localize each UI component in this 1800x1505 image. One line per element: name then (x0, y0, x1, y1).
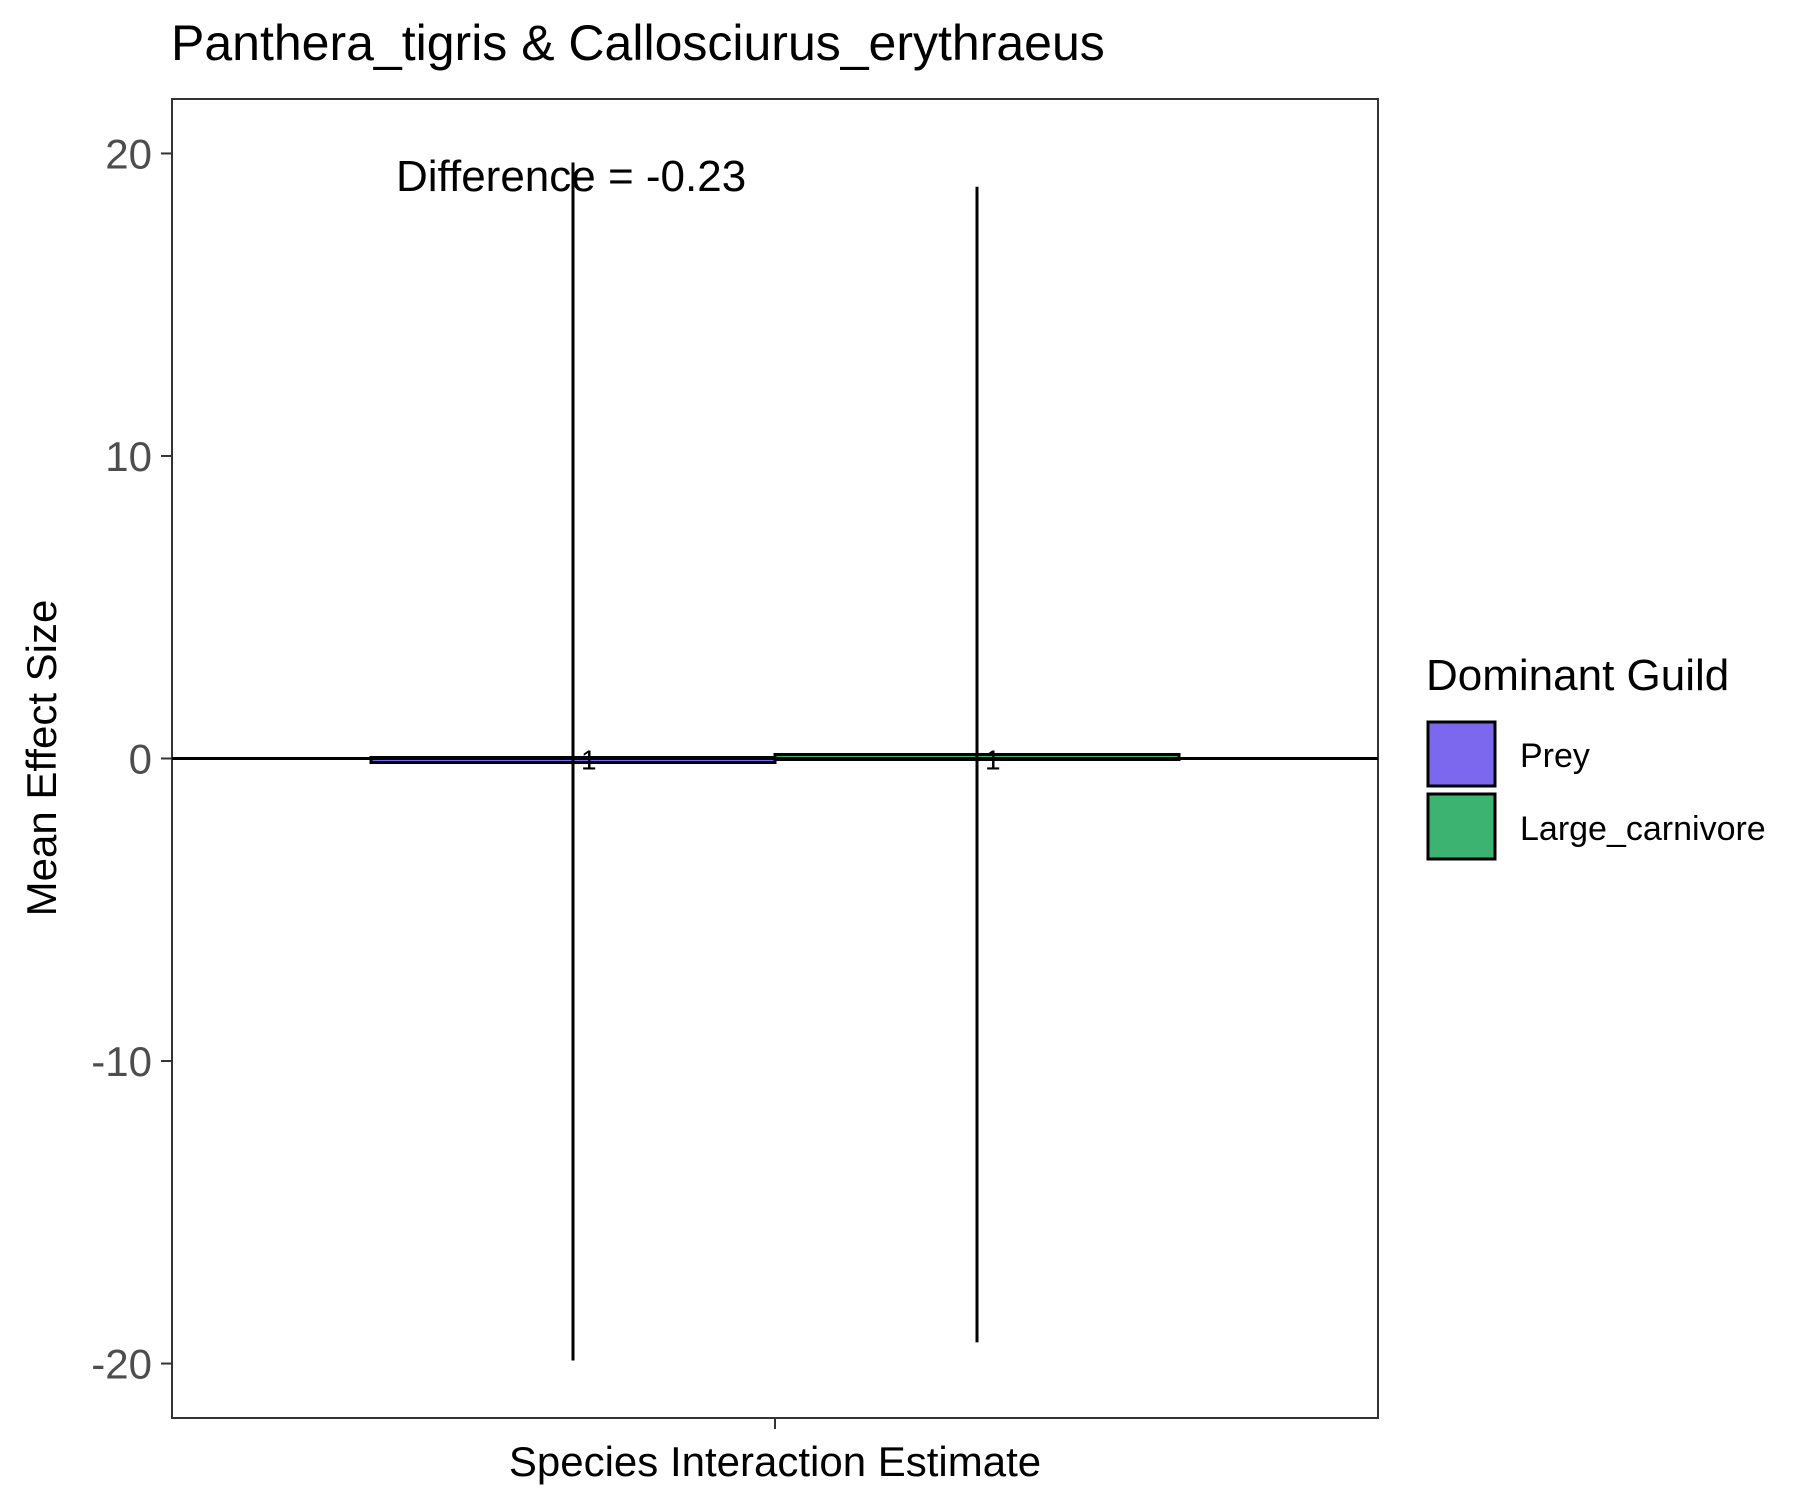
legend-title: Dominant Guild (1426, 651, 1729, 700)
y-tick-label: 10 (105, 433, 152, 480)
legend-label-prey: Prey (1520, 737, 1590, 775)
y-tick-label: 20 (105, 130, 152, 177)
bar-label-large-carnivore: 1 (985, 745, 1001, 776)
y-tick-label: -10 (91, 1038, 152, 1085)
bar-label-prey: 1 (581, 745, 597, 776)
y-tick-label: -20 (91, 1341, 152, 1388)
legend-swatch-large-carnivore (1426, 792, 1497, 861)
y-tick-label: 0 (129, 736, 152, 783)
errorbars-group (172, 162, 1378, 1361)
x-axis-label: Species Interaction Estimate (509, 1438, 1041, 1485)
difference-annotation: Difference = -0.23 (396, 152, 746, 201)
y-axis-label: Mean Effect Size (18, 600, 65, 917)
chart-title: Panthera_tigris & Callosciurus_erythraeu… (171, 15, 1105, 71)
legend-swatch-prey (1426, 720, 1497, 788)
legend: Dominant Guild Prey Large_carnivore (1426, 651, 1766, 861)
legend-label-large-carnivore: Large_carnivore (1520, 810, 1766, 848)
y-axis: -20 -10 0 10 20 (91, 130, 172, 1388)
